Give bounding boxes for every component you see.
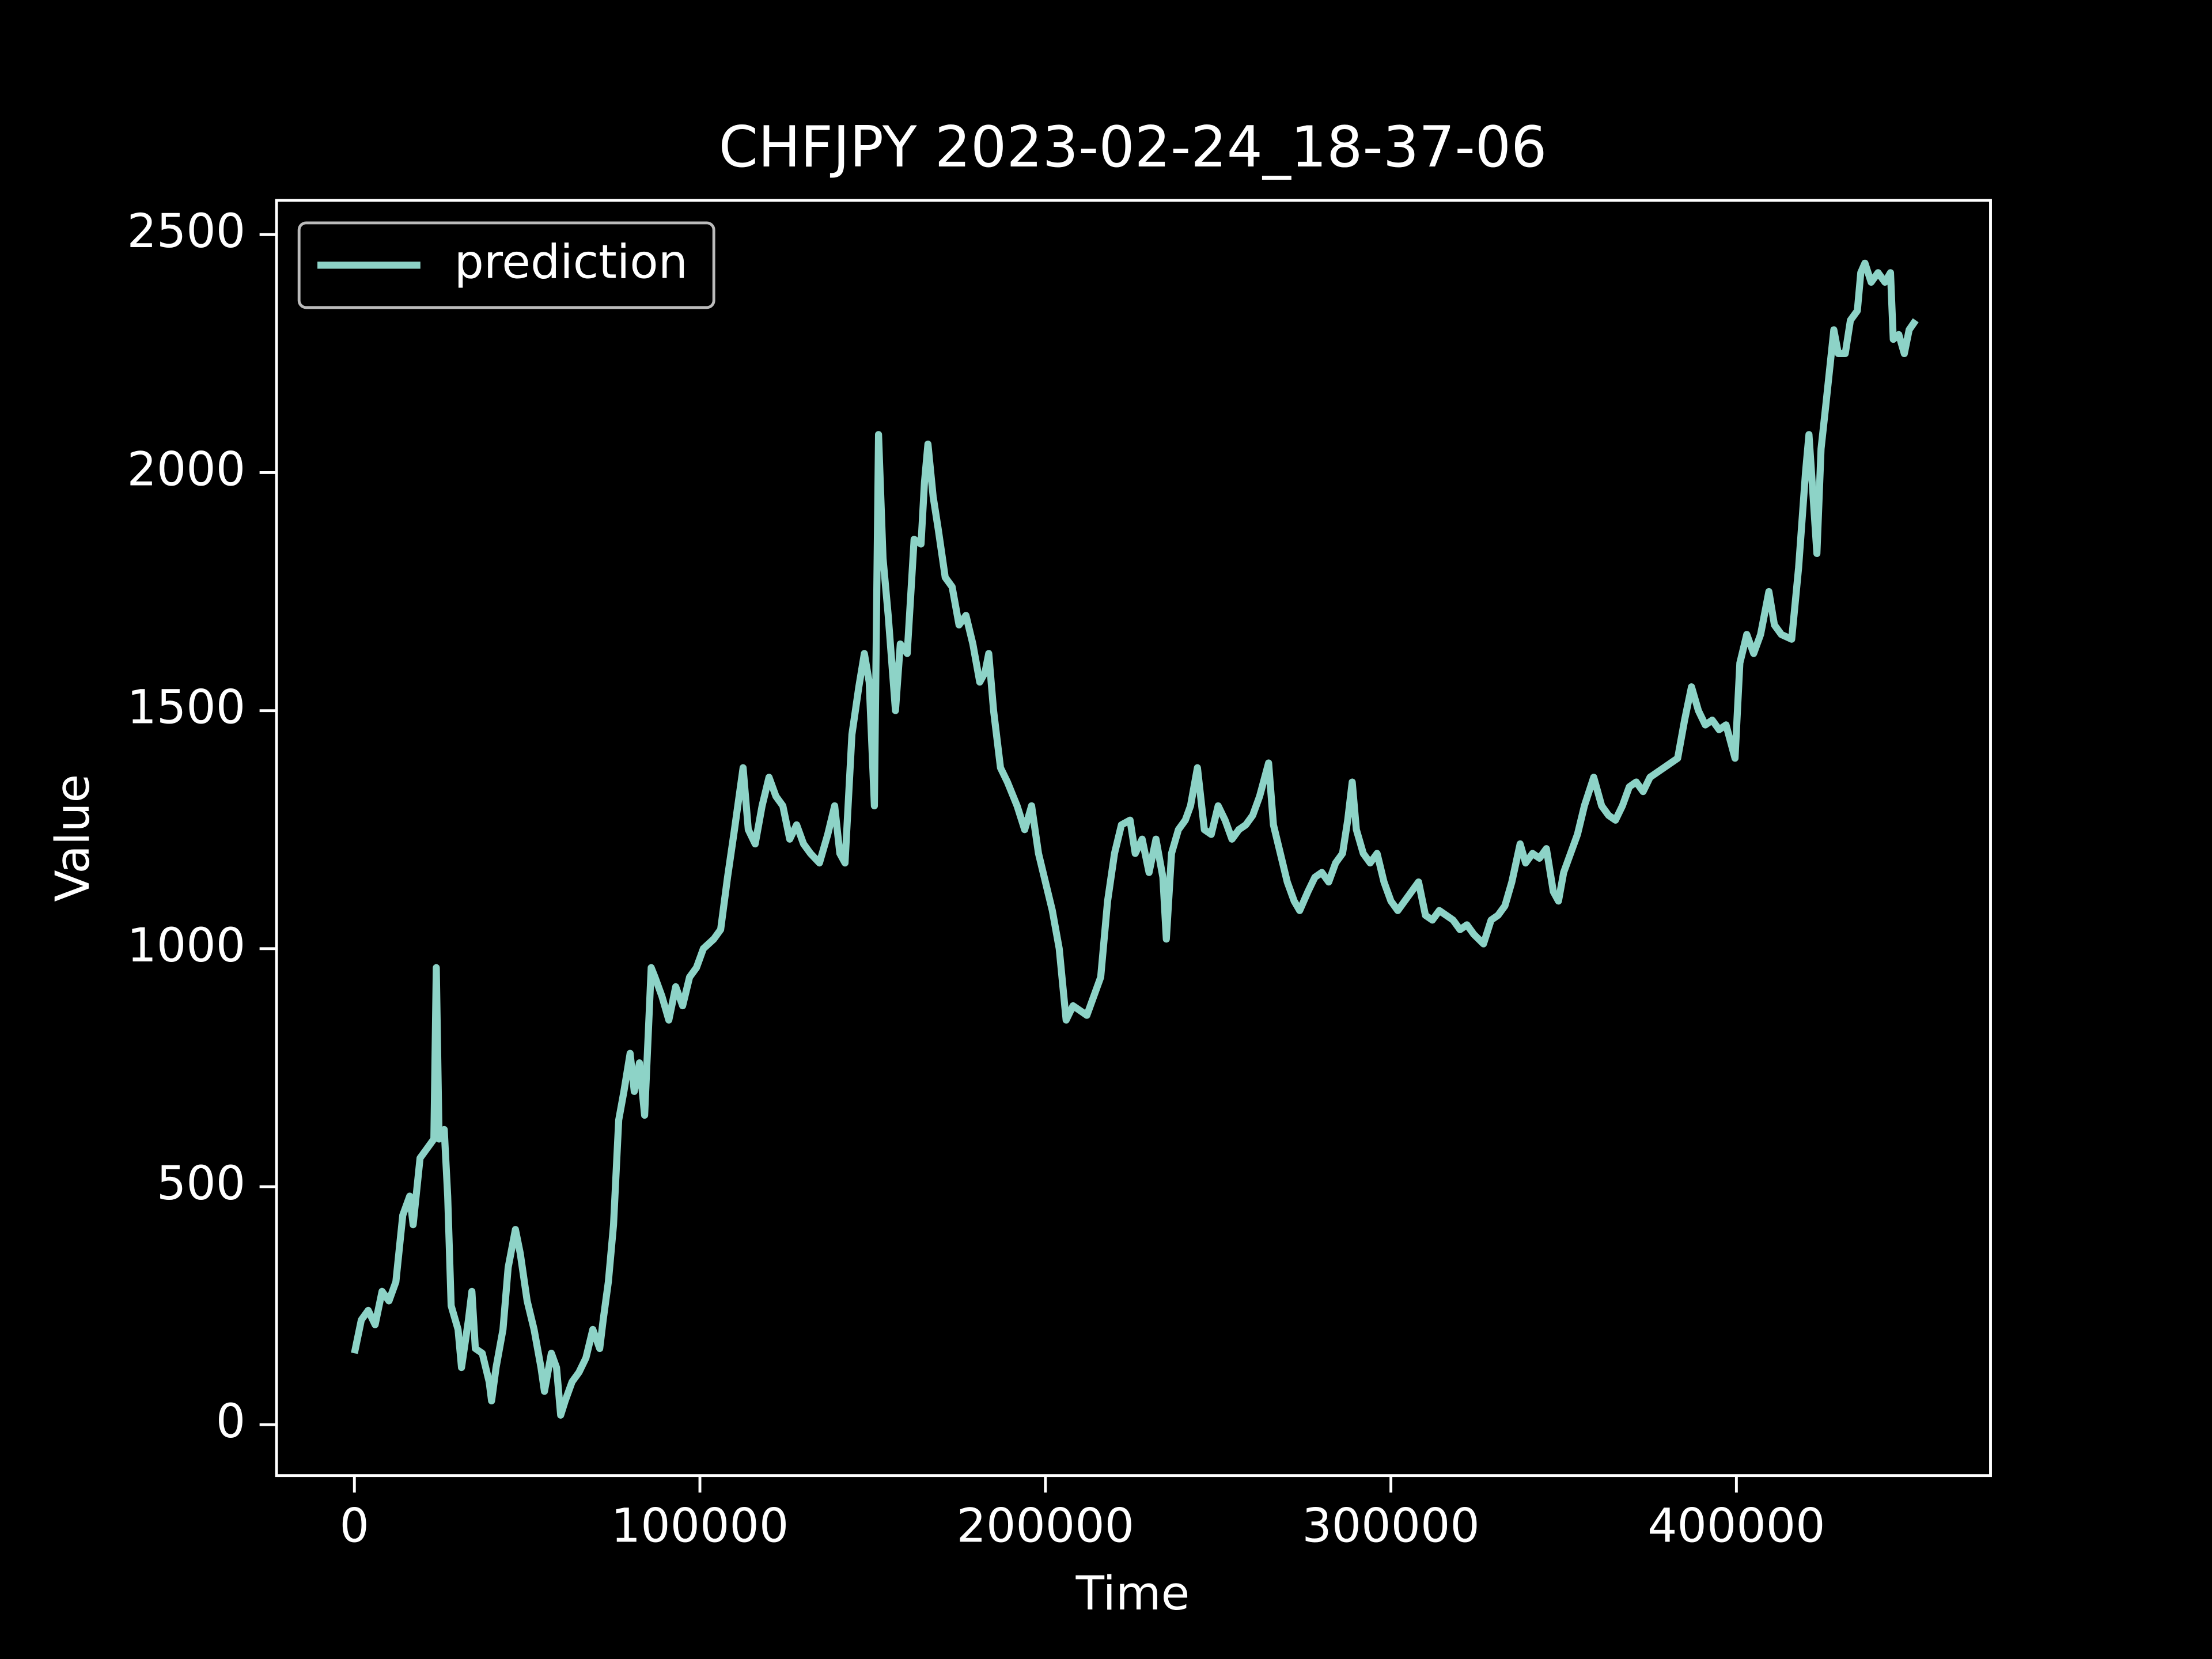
legend-label: prediction [454, 235, 688, 289]
x-tick-label: 400000 [1647, 1499, 1825, 1554]
x-tick-label: 200000 [957, 1499, 1134, 1554]
x-tick-label: 0 [340, 1499, 369, 1554]
y-tick-label: 2000 [127, 442, 245, 497]
data-line [351, 259, 1919, 1419]
x-axis-label: Time [1075, 1567, 1190, 1621]
x-tick-label: 300000 [1302, 1499, 1479, 1554]
axes-frame [275, 199, 1992, 1478]
chart-title: CHFJPY 2023-02-24_18-37-06 [719, 115, 1547, 180]
y-tick-label: 1000 [127, 919, 245, 973]
y-tick-label: 2500 [127, 204, 245, 259]
y-tick-label: 0 [216, 1395, 245, 1449]
y-tick-label: 500 [157, 1157, 245, 1211]
legend-box [297, 221, 715, 309]
y-axis-label: Value [46, 774, 100, 902]
y-tick-label: 1500 [127, 681, 245, 735]
x-tick-label: 100000 [611, 1499, 789, 1554]
